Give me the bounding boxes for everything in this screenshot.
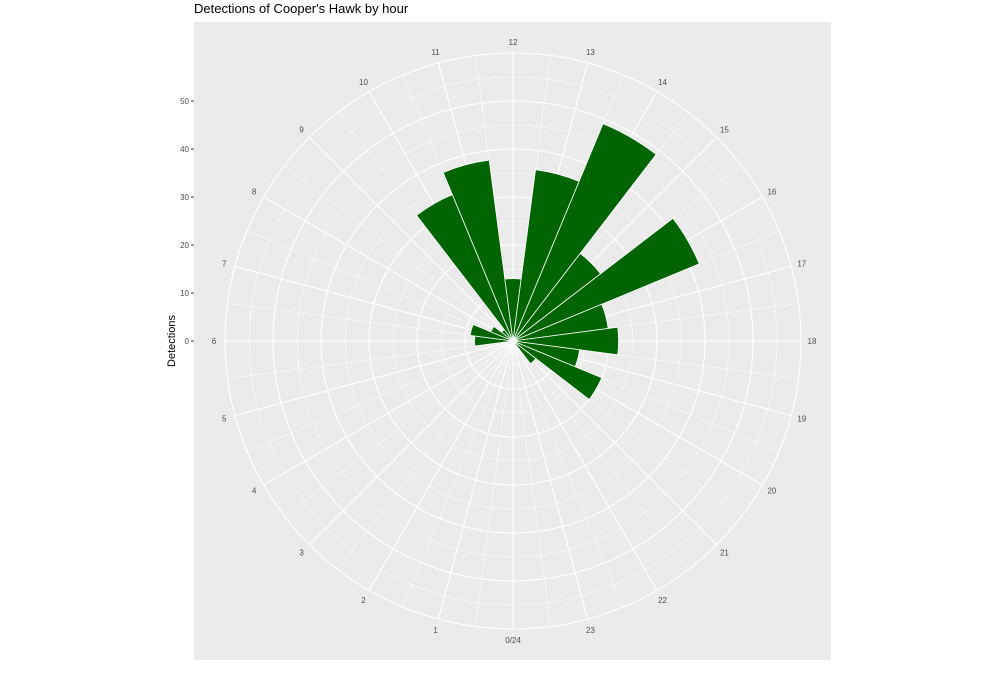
minor-spoke [284,165,514,342]
y-tick-label: 0 [185,337,190,346]
hour-tick-label: 12 [509,38,518,47]
hour-tick-label: 20 [767,487,776,496]
hour-tick-label: 15 [720,126,729,135]
major-spoke [308,136,514,342]
bar-hour-8 [490,325,514,342]
major-spoke [234,265,514,342]
y-tick-label: 10 [180,289,189,298]
bar-layer [416,123,700,401]
hour-tick-label: 4 [252,487,257,496]
minor-spoke [512,340,624,608]
hour-tick-label: 13 [586,48,595,57]
hour-tick-label: 22 [658,596,667,605]
y-tick-label: 20 [180,241,189,250]
hour-tick-label: 1 [433,626,438,635]
minor-spoke [475,340,514,627]
hour-tick-label: 5 [222,414,227,423]
hour-tick-label: 23 [586,626,595,635]
minor-spoke [227,303,514,342]
hour-tick-label: 18 [808,337,817,346]
major-spoke [368,340,514,591]
y-tick-label: 30 [180,193,189,202]
hour-tick-label: 10 [359,78,368,87]
major-spoke [234,340,514,417]
hour-tick-label: 7 [222,260,227,269]
major-spoke [512,340,589,620]
major-spoke [437,340,514,620]
bar-hour-23 [512,340,516,347]
bar-hour-20 [512,340,603,401]
major-spoke [263,340,514,486]
major-spoke [263,196,514,342]
bar-hour-14 [512,123,657,342]
minor-spoke [512,340,689,570]
label-layer: 0/24123456789101112131415161718192021222… [180,38,817,645]
chart-title: Detections of Cooper's Hawk by hour [194,1,409,16]
minor-spoke [512,340,551,627]
hour-tick-label: 11 [431,48,440,57]
hour-tick-label: 6 [212,337,217,346]
major-spoke [308,340,514,546]
hour-tick-label: 9 [299,126,304,135]
bar-hour-18 [512,326,620,356]
major-spoke [512,340,718,546]
minor-spoke [337,340,514,570]
minor-spoke [227,340,514,379]
hour-tick-label: 8 [252,188,257,197]
minor-spoke [402,340,514,608]
minor-spoke [284,340,514,517]
minor-spoke [246,230,514,342]
bar-hour-21 [512,340,537,365]
hour-tick-label: 14 [658,78,667,87]
major-spoke [512,340,658,591]
hour-tick-label: 2 [361,596,366,605]
bar-hour-11 [442,159,514,342]
hour-tick-label: 16 [767,188,776,197]
hour-tick-label: 17 [797,260,806,269]
minor-spoke [246,340,514,452]
hour-tick-label: 3 [299,548,304,557]
hour-tick-label: 0/24 [505,636,521,645]
y-tick-label: 40 [180,145,189,154]
y-tick-label: 50 [180,97,189,106]
hour-tick-label: 21 [720,548,729,557]
hour-tick-label: 19 [797,414,806,423]
bar-hour-16 [512,217,700,342]
